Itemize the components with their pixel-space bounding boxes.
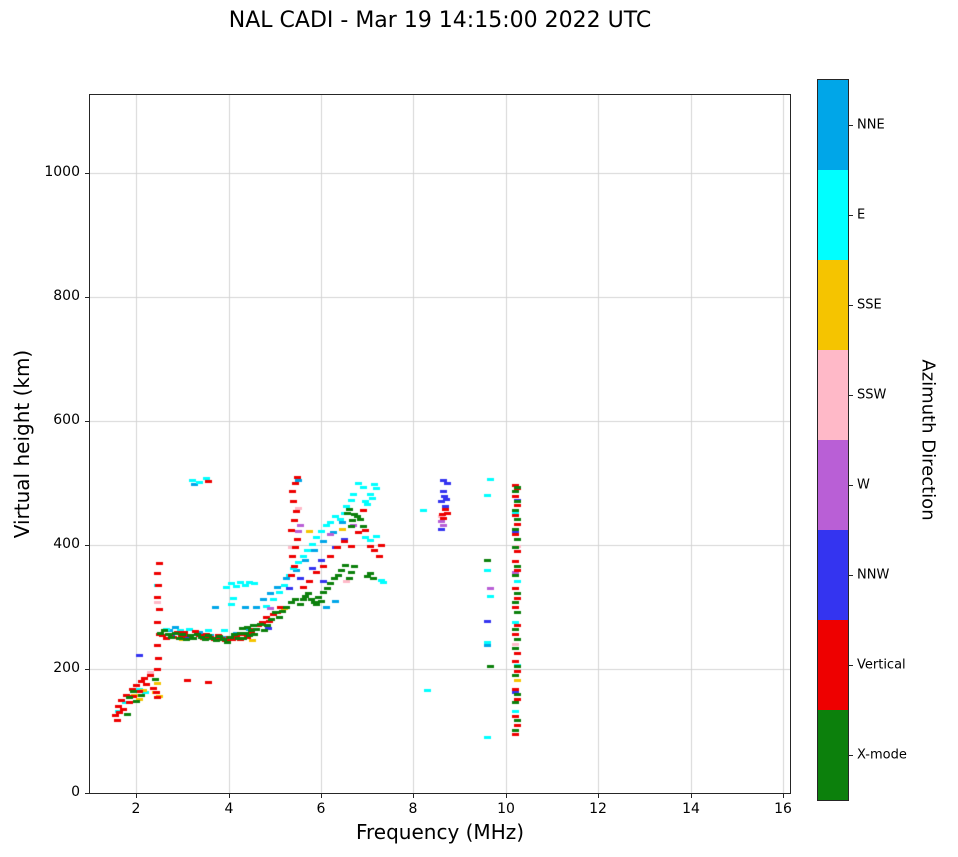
colorbar <box>817 79 849 801</box>
y-tick-label: 600 <box>53 412 80 428</box>
x-tick-mark <box>321 794 322 798</box>
colorbar-segment-vertical <box>818 620 848 710</box>
x-tick-mark <box>691 794 692 798</box>
chart-title: NAL CADI - Mar 19 14:15:00 2022 UTC <box>228 8 652 33</box>
colorbar-label-vertical: Vertical <box>857 657 906 673</box>
x-tick-label: 12 <box>589 801 607 817</box>
y-tick-label: 200 <box>53 660 80 676</box>
x-tick-label: 4 <box>224 801 234 817</box>
colorbar-label-nnw: NNW <box>857 567 890 583</box>
colorbar-label-ssw: SSW <box>857 387 887 403</box>
y-tick-mark <box>85 545 89 546</box>
colorbar-segment-sse <box>818 260 848 350</box>
colorbar-tick <box>849 215 853 216</box>
colorbar-segment-nne <box>818 80 848 170</box>
colorbar-label-sse: SSE <box>857 297 882 313</box>
colorbar-label-e: E <box>857 207 866 223</box>
y-tick-label: 400 <box>53 536 80 552</box>
y-tick-mark <box>85 173 89 174</box>
x-tick-label: 2 <box>131 801 141 817</box>
x-tick-mark <box>136 794 137 798</box>
x-tick-label: 10 <box>497 801 515 817</box>
x-axis-label: Frequency (MHz) <box>355 820 525 844</box>
x-tick-mark <box>229 794 230 798</box>
colorbar-tick <box>849 575 853 576</box>
x-tick-mark <box>783 794 784 798</box>
x-tick-label: 8 <box>408 801 418 817</box>
colorbar-segment-nnw <box>818 530 848 620</box>
colorbar-label-w: W <box>857 477 870 493</box>
y-tick-label: 0 <box>71 784 80 800</box>
colorbar-segment-ssw <box>818 350 848 440</box>
colorbar-label-nne: NNE <box>857 117 885 133</box>
scatter-canvas <box>90 95 790 793</box>
x-tick-mark <box>506 794 507 798</box>
x-tick-mark <box>598 794 599 798</box>
x-tick-label: 14 <box>682 801 700 817</box>
colorbar-tick <box>849 755 853 756</box>
y-tick-label: 1000 <box>44 164 80 180</box>
colorbar-segment-e <box>818 170 848 260</box>
y-axis-label: Virtual height (km) <box>10 349 34 539</box>
colorbar-tick <box>849 125 853 126</box>
y-tick-mark <box>85 421 89 422</box>
x-tick-mark <box>413 794 414 798</box>
colorbar-tick <box>849 305 853 306</box>
x-tick-label: 6 <box>316 801 326 817</box>
y-tick-mark <box>85 793 89 794</box>
x-tick-label: 16 <box>774 801 792 817</box>
y-tick-mark <box>85 669 89 670</box>
colorbar-label-x-mode: X-mode <box>857 747 907 763</box>
colorbar-title: Azimuth Direction <box>917 359 939 521</box>
colorbar-segment-w <box>818 440 848 530</box>
y-tick-label: 800 <box>53 288 80 304</box>
plot-area <box>89 94 791 794</box>
y-tick-mark <box>85 297 89 298</box>
colorbar-tick <box>849 485 853 486</box>
colorbar-tick <box>849 395 853 396</box>
colorbar-segment-x-mode <box>818 710 848 800</box>
colorbar-tick <box>849 665 853 666</box>
